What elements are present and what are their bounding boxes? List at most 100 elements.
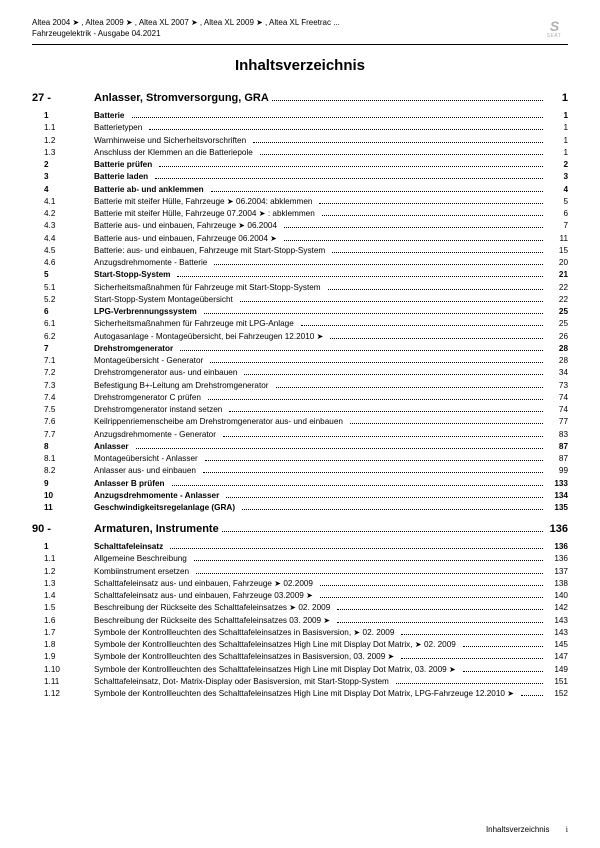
toc-row: 1.2Kombiinstrument ersetzen137 — [32, 566, 568, 577]
toc-page: 4 — [546, 184, 568, 195]
toc-number: 1.6 — [32, 615, 94, 626]
toc-page: 2 — [546, 159, 568, 170]
toc-label: Start-Stopp-System Montageübersicht — [94, 294, 237, 305]
toc-number: 1.11 — [32, 676, 94, 687]
toc-number: 4.5 — [32, 245, 94, 256]
toc-number: 2 — [32, 159, 94, 170]
toc-row: 8.1Montageübersicht - Anlasser87 — [32, 453, 568, 464]
toc-page: 34 — [546, 367, 568, 378]
leader-dots — [205, 460, 543, 461]
leader-dots — [337, 622, 543, 623]
toc-row: 1.9Symbole der Kontrollleuchten des Scha… — [32, 651, 568, 662]
toc-page: 135 — [546, 502, 568, 513]
toc-label: Warnhinweise und Sicherheitsvorschriften — [94, 135, 250, 146]
toc-row: 5.1Sicherheitsmaßnahmen für Fahrzeuge mi… — [32, 282, 568, 293]
leader-dots — [208, 399, 543, 400]
toc-page: 147 — [546, 651, 568, 662]
toc-page: 77 — [546, 416, 568, 427]
leader-dots — [211, 191, 543, 192]
toc-number: 5.2 — [32, 294, 94, 305]
toc-row: 1.2Warnhinweise und Sicherheitsvorschrif… — [32, 135, 568, 146]
footer-page-number: i — [566, 825, 568, 834]
toc-page: 74 — [546, 392, 568, 403]
toc-label: Befestigung B+-Leitung am Drehstromgener… — [94, 380, 273, 391]
leader-dots — [177, 276, 543, 277]
toc-row: 1.8Symbole der Kontrollleuchten des Scha… — [32, 639, 568, 650]
toc-row: 1.7Symbole der Kontrollleuchten des Scha… — [32, 627, 568, 638]
toc-page: 1 — [546, 135, 568, 146]
toc-page: 137 — [546, 566, 568, 577]
toc-page: 143 — [546, 627, 568, 638]
toc-label: LPG-Verbrennungssystem — [94, 306, 201, 317]
toc-label: Sicherheitsmaßnahmen für Fahrzeuge mit L… — [94, 318, 298, 329]
toc-number: 1.9 — [32, 651, 94, 662]
toc-label: Batterie prüfen — [94, 159, 156, 170]
toc-page: 151 — [546, 676, 568, 687]
toc-label: Symbole der Kontrollleuchten des Schaltt… — [94, 651, 398, 662]
toc-page: 133 — [546, 478, 568, 489]
toc-chapter: 90 -Armaturen, Instrumente136 — [32, 523, 568, 535]
chapter-page: 136 — [546, 523, 568, 535]
toc-page: 99 — [546, 465, 568, 476]
leader-dots — [170, 548, 543, 549]
toc-row: 1.5Beschreibung der Rückseite des Schalt… — [32, 602, 568, 613]
toc-page: 83 — [546, 429, 568, 440]
toc-label: Anlasser B prüfen — [94, 478, 169, 489]
toc-page: 25 — [546, 306, 568, 317]
leader-dots — [214, 264, 543, 265]
toc-row: 6.1Sicherheitsmaßnahmen für Fahrzeuge mi… — [32, 318, 568, 329]
footer-label: Inhaltsverzeichnis — [486, 825, 550, 834]
toc-page: 138 — [546, 578, 568, 589]
toc-page: 73 — [546, 380, 568, 391]
toc-page: 6 — [546, 208, 568, 219]
toc-label: Batterie aus- und einbauen, Fahrzeuge ➤ … — [94, 220, 281, 231]
toc-number: 1.8 — [32, 639, 94, 650]
toc-row: 6.2Autogasanlage - Montageübersicht, bei… — [32, 331, 568, 342]
toc-row: 5.2Start-Stopp-System Montageübersicht 22 — [32, 294, 568, 305]
toc-page: 87 — [546, 441, 568, 452]
leader-dots — [330, 338, 543, 339]
leader-dots — [332, 252, 543, 253]
toc-page: 152 — [546, 688, 568, 699]
toc-label: Drehstromgenerator aus- und einbauen — [94, 367, 241, 378]
toc-page: 21 — [546, 269, 568, 280]
toc-page: 22 — [546, 282, 568, 293]
toc-number: 5 — [32, 269, 94, 280]
toc-page: 149 — [546, 664, 568, 675]
toc-label: Batterie ab- und anklemmen — [94, 184, 208, 195]
leader-dots — [276, 387, 543, 388]
leader-dots — [196, 573, 543, 574]
toc-number: 6.2 — [32, 331, 94, 342]
toc-page: 140 — [546, 590, 568, 601]
toc-number: 10 — [32, 490, 94, 501]
leader-dots — [272, 100, 543, 101]
toc-number: 4.2 — [32, 208, 94, 219]
toc-number: 7.5 — [32, 404, 94, 415]
toc-page: 5 — [546, 196, 568, 207]
toc-number: 8 — [32, 441, 94, 452]
leader-dots — [350, 423, 543, 424]
leader-dots — [203, 472, 543, 473]
leader-dots — [253, 142, 543, 143]
toc-number: 8.1 — [32, 453, 94, 464]
header-text: Altea 2004 ➤ , Altea 2009 ➤ , Altea XL 2… — [32, 18, 340, 40]
toc-label: Schalttafeleinsatz — [94, 541, 167, 552]
leader-dots — [155, 178, 543, 179]
page-header: Altea 2004 ➤ , Altea 2009 ➤ , Altea XL 2… — [32, 18, 568, 45]
toc-page: 25 — [546, 318, 568, 329]
toc-label: Anzugsdrehmomente - Batterie — [94, 257, 211, 268]
toc-page: 3 — [546, 171, 568, 182]
toc-label: Start-Stopp-System — [94, 269, 174, 280]
leader-dots — [284, 240, 543, 241]
leader-dots — [301, 325, 543, 326]
toc-row: 7.1Montageübersicht - Generator28 — [32, 355, 568, 366]
leader-dots — [223, 436, 543, 437]
leader-dots — [180, 350, 543, 351]
leader-dots — [229, 411, 543, 412]
leader-dots — [132, 117, 544, 118]
toc-row: 7.2Drehstromgenerator aus- und einbauen3… — [32, 367, 568, 378]
toc-page: 22 — [546, 294, 568, 305]
header-line-1: Altea 2004 ➤ , Altea 2009 ➤ , Altea XL 2… — [32, 18, 340, 29]
toc-row: 4.5Batterie: aus- und einbauen, Fahrzeug… — [32, 245, 568, 256]
toc-row: 7.7Anzugsdrehmomente - Generator83 — [32, 429, 568, 440]
